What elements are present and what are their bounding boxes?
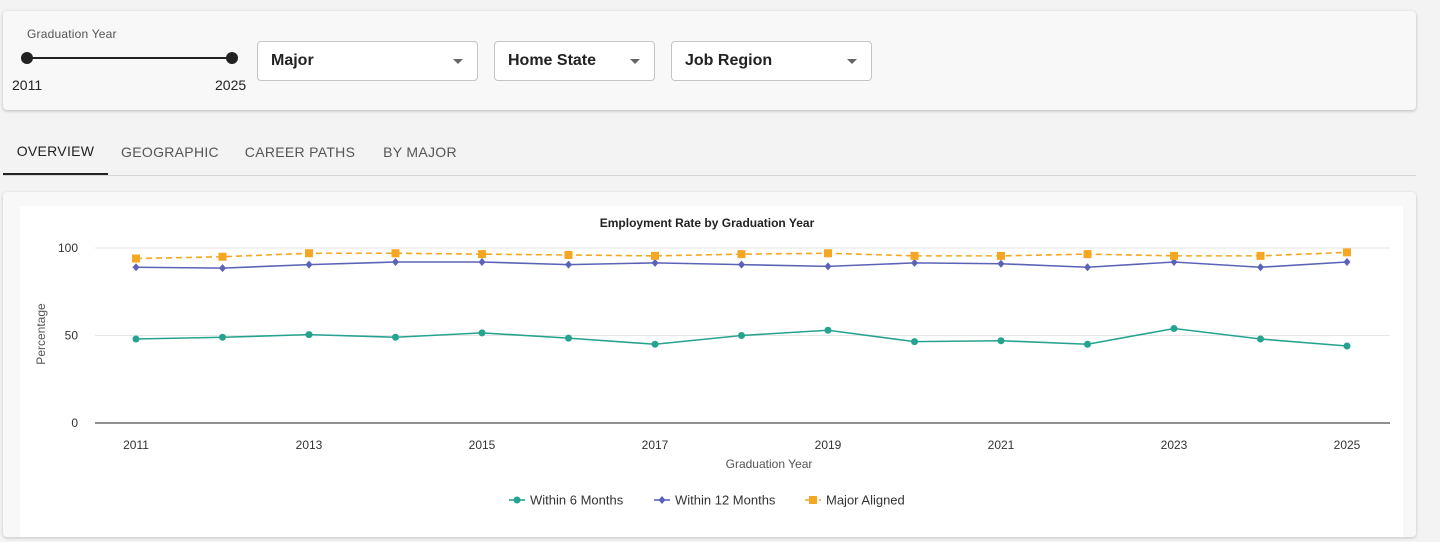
legend-swatch-marker — [513, 496, 521, 504]
data-point — [478, 329, 486, 337]
data-point — [651, 258, 659, 267]
chart-legend: Within 6 Months Within 12 Months Major Ali… — [509, 493, 905, 508]
x-tick-label: 2021 — [988, 438, 1015, 452]
graduation-year-max-value: 2025 — [215, 77, 247, 93]
filter-panel: Graduation Year 2011 2025 Major Home Sta… — [3, 11, 1416, 110]
job-region-select[interactable]: Job Region — [671, 41, 872, 81]
y-tick-label: 100 — [58, 241, 78, 255]
x-tick-label: 2019 — [815, 438, 842, 452]
tab-bar: OVERVIEW GEOGRAPHIC CAREER PATHS BY MAJO… — [3, 128, 1416, 176]
data-point — [997, 337, 1005, 345]
chevron-down-icon — [453, 59, 463, 64]
chevron-down-icon — [630, 59, 640, 64]
data-point — [1257, 335, 1264, 343]
x-tick-label: 2023 — [1161, 438, 1188, 452]
graduation-year-slider-max-thumb[interactable] — [226, 52, 238, 64]
chart-container: Employment Rate by Graduation Year 0 50 10… — [20, 206, 1403, 537]
legend-item-label: Within 12 Months — [675, 493, 776, 508]
data-point — [997, 251, 1005, 260]
chart-grid — [95, 247, 1390, 336]
x-tick-label: 2025 — [1334, 438, 1361, 452]
major-select[interactable]: Major — [257, 41, 478, 81]
y-axis-label: Percentage — [34, 303, 48, 365]
data-point — [391, 249, 400, 258]
data-point — [132, 254, 140, 263]
data-point — [1257, 263, 1264, 272]
data-point — [392, 333, 399, 341]
graduation-year-slider-track[interactable] — [27, 57, 233, 59]
data-point — [305, 260, 313, 269]
data-point — [305, 331, 313, 339]
data-point — [564, 251, 573, 259]
data-point — [911, 338, 918, 346]
tab-overview[interactable]: OVERVIEW — [3, 128, 108, 175]
graduation-year-min-value: 2011 — [12, 77, 43, 93]
tab-geographic[interactable]: GEOGRAPHIC — [121, 143, 219, 160]
chart-card: Employment Rate by Graduation Year 0 50 10… — [3, 192, 1416, 537]
data-point — [305, 249, 313, 258]
y-tick-label: 0 — [71, 416, 78, 430]
x-tick-label: 2017 — [642, 438, 669, 452]
data-point — [651, 251, 659, 260]
data-point — [132, 263, 140, 272]
chevron-down-icon — [847, 59, 857, 64]
data-point — [910, 251, 919, 260]
tab-career-paths[interactable]: CAREER PATHS — [244, 143, 356, 160]
data-point — [219, 333, 226, 341]
data-point — [1170, 325, 1178, 332]
major-select-label: Major — [271, 52, 314, 69]
data-point — [1083, 250, 1092, 259]
legend-swatch-marker — [658, 496, 666, 504]
data-point — [1084, 340, 1091, 348]
x-axis-label: Graduation Year — [726, 457, 813, 471]
data-point — [1343, 248, 1351, 257]
data-point — [1343, 258, 1351, 266]
data-point — [478, 258, 486, 266]
data-point — [824, 249, 832, 258]
x-axis-ticks: 2011 2013 2015 2017 2019 2021 2023 2025 — [123, 438, 1361, 452]
legend-item-label: Within 6 Months — [530, 493, 624, 508]
chart-title: Employment Rate by Graduation Year — [600, 216, 815, 230]
data-point — [1256, 251, 1265, 260]
y-tick-label: 50 — [65, 329, 79, 343]
data-point — [1170, 251, 1178, 260]
x-tick-label: 2011 — [123, 438, 149, 452]
y-axis-ticks: 0 50 100 — [58, 241, 78, 430]
data-point — [738, 332, 745, 339]
x-tick-label: 2015 — [469, 438, 496, 452]
data-point — [218, 252, 227, 261]
x-tick-label: 2013 — [296, 438, 323, 452]
data-point — [565, 334, 572, 342]
data-point — [1343, 342, 1351, 350]
data-point — [997, 259, 1005, 268]
series-markers — [132, 248, 1351, 350]
data-point — [1170, 258, 1178, 266]
data-point — [219, 264, 226, 273]
data-point — [738, 260, 745, 269]
legend-swatch-marker — [809, 496, 817, 504]
data-point — [824, 262, 832, 271]
job-region-select-label: Job Region — [685, 52, 773, 69]
home-state-select[interactable]: Home State — [494, 41, 655, 81]
data-point — [1084, 263, 1091, 272]
graduation-year-label: Graduation Year — [27, 27, 117, 41]
data-point — [911, 258, 918, 267]
data-point — [651, 340, 659, 348]
data-point — [824, 326, 832, 334]
employment-rate-chart: Employment Rate by Graduation Year 0 50 10… — [34, 216, 1390, 508]
data-point — [478, 250, 486, 259]
legend-item-label: Major Aligned — [826, 493, 905, 508]
data-point — [565, 260, 572, 269]
data-point — [132, 335, 140, 343]
data-point — [737, 250, 746, 259]
data-point — [392, 258, 399, 266]
graduation-year-slider-min-thumb[interactable] — [21, 52, 33, 64]
tab-by-major[interactable]: BY MAJOR — [383, 143, 457, 160]
home-state-select-label: Home State — [508, 52, 597, 69]
